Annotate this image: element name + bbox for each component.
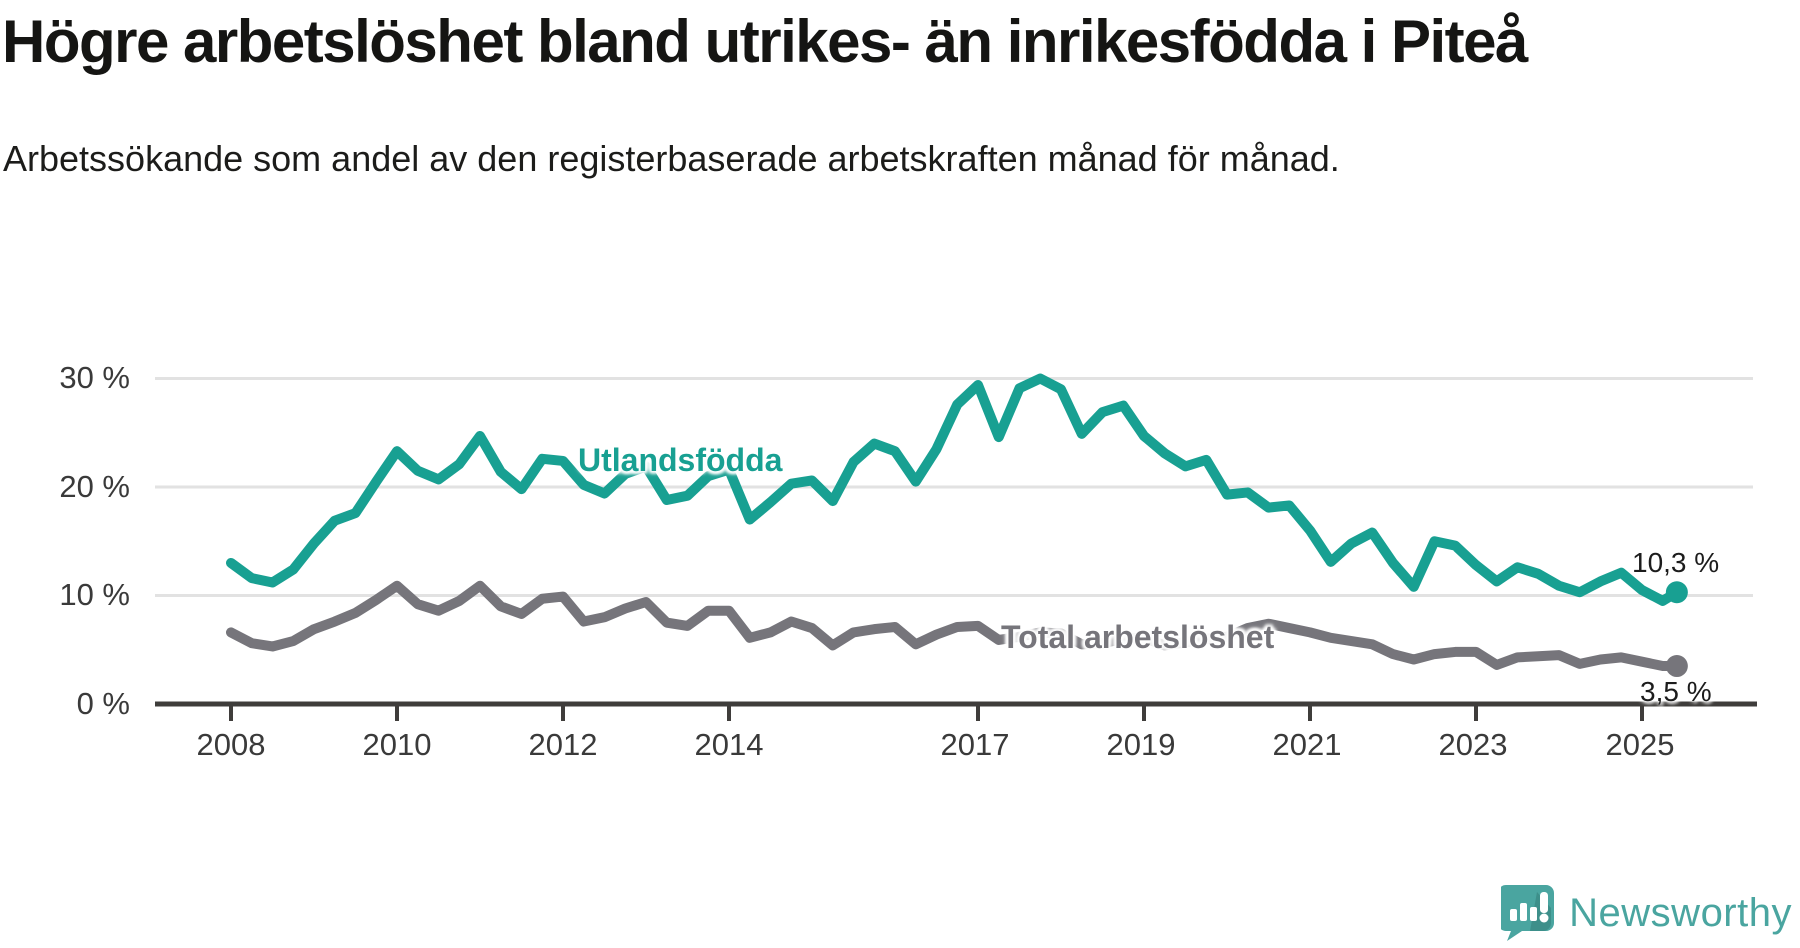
newsworthy-logo-icon bbox=[1501, 885, 1555, 941]
x-axis-label-2008: 2008 bbox=[196, 727, 266, 762]
x-axis-label-2019: 2019 bbox=[1106, 727, 1176, 762]
value-label-utlandsfodda: 10,3 % bbox=[1632, 547, 1720, 578]
x-axis-label-2014: 2014 bbox=[694, 727, 764, 762]
newsworthy-brand-text: Newsworthy bbox=[1569, 890, 1792, 935]
x-axis-label-2023: 2023 bbox=[1438, 727, 1508, 762]
x-axis-label-2017: 2017 bbox=[940, 727, 1010, 762]
y-axis-label-10: 10 % bbox=[59, 577, 130, 612]
x-axis-label-2025: 2025 bbox=[1605, 727, 1675, 762]
page-subtitle: Arbetssökande som andel av den registerb… bbox=[3, 138, 1340, 179]
x-axis-label-2021: 2021 bbox=[1272, 727, 1342, 762]
x-axis-label-2010: 2010 bbox=[362, 727, 432, 762]
x-axis-label-2012: 2012 bbox=[528, 727, 598, 762]
value-label-total-arbetsloshet: 3,5 % bbox=[1640, 676, 1712, 707]
page-title: Högre arbetslöshet bland utrikes- än inr… bbox=[2, 8, 1528, 75]
y-axis-label-0: 0 % bbox=[76, 686, 130, 721]
newsworthy-brand: Newsworthy bbox=[1501, 884, 1792, 942]
y-axis-label-30: 30 % bbox=[59, 360, 130, 395]
series-label-total-arbetsloshet: Total arbetslöshet bbox=[1001, 619, 1275, 655]
y-axis-label-20: 20 % bbox=[59, 469, 130, 504]
series-label-utlandsfodda: Utlandsfödda bbox=[578, 442, 783, 478]
